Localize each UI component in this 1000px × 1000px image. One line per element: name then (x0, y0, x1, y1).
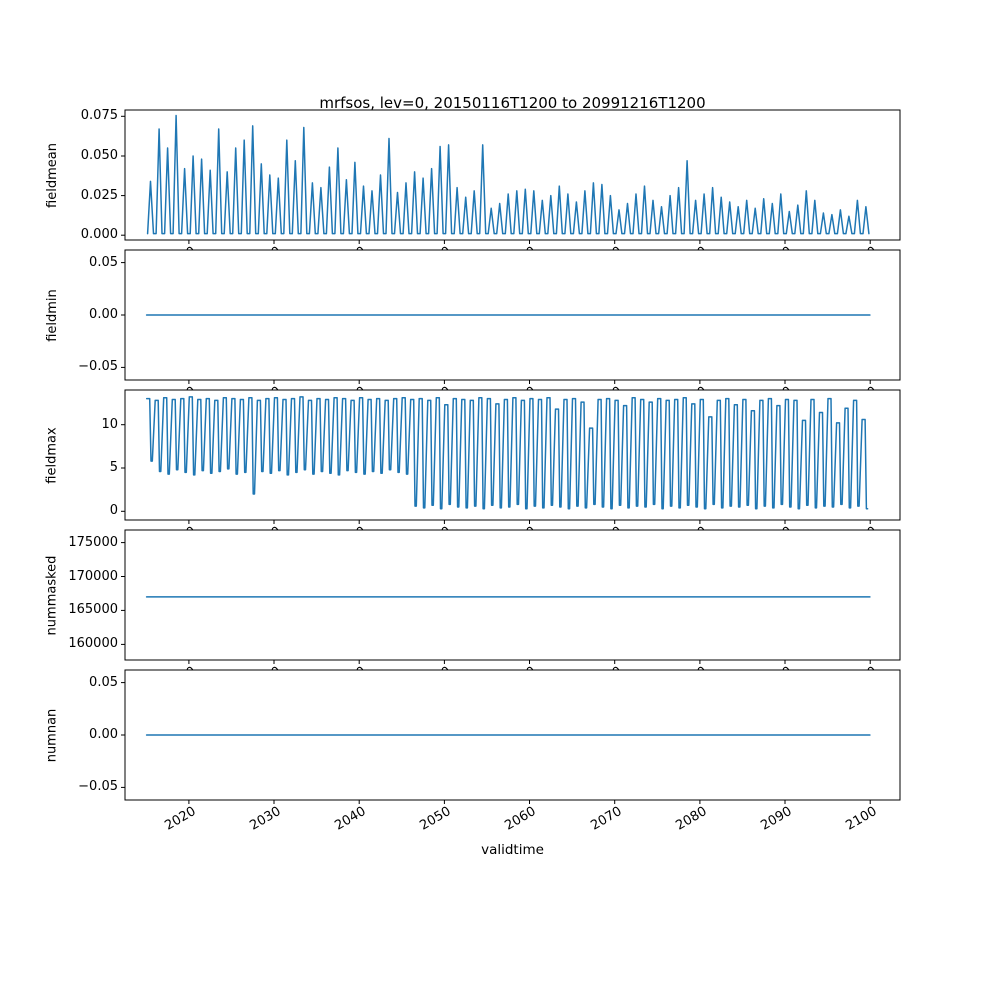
line-chart-svg (121, 389, 901, 524)
axes-frame (124, 669, 901, 801)
subplot-fieldmean: fieldmean 0.0000.0250.0500.0752020203020… (45, 108, 901, 274)
line-chart-svg (121, 669, 901, 804)
axes-frame (124, 249, 901, 381)
y-tick-label: 0.00 (89, 727, 118, 742)
y-tick-label: 160000 (68, 636, 118, 652)
y-tick-label: 175000 (68, 534, 118, 550)
y-tick-label: −0.05 (78, 779, 118, 795)
y-axis-label-wrap: fieldmean (39, 110, 65, 240)
y-tick-label: 0.05 (89, 254, 118, 270)
y-axis-label: fieldmean (44, 142, 60, 208)
subplot-fieldmin: fieldmin −0.050.000.05202020302040205020… (45, 249, 901, 414)
y-axis-label-wrap: fieldmin (39, 250, 65, 380)
chart-title: mrfsos, lev=0, 20150116T1200 to 20991216… (319, 94, 706, 112)
subplot-nummasked: nummasked 160000165000170000175000202020… (45, 529, 901, 694)
x-tick-label: 2090 (758, 804, 795, 834)
x-tick-label: 2030 (247, 804, 284, 834)
y-tick-label: 0.025 (80, 187, 118, 203)
y-axis-label: fieldmax (44, 426, 60, 484)
x-axis-label: validtime (481, 842, 544, 858)
x-tick-label: 2070 (588, 804, 625, 834)
y-axis-label: fieldmin (44, 288, 60, 342)
axes-frame (124, 529, 901, 661)
x-tick-label: 2020 (162, 804, 199, 834)
y-tick-label: −0.05 (78, 359, 118, 375)
x-tick-label: 2040 (332, 804, 369, 834)
y-axis-label: numnan (44, 708, 60, 762)
y-tick-label: 0.000 (80, 227, 118, 243)
x-tick-label: 2050 (417, 804, 454, 834)
data-line (145, 396, 869, 510)
line-chart-svg (121, 529, 901, 664)
x-tick-label: 2060 (502, 804, 540, 834)
y-tick-label: 0.05 (89, 674, 118, 690)
y-axis-label-wrap: fieldmax (39, 390, 65, 520)
axes-frame (124, 389, 901, 521)
line-chart-svg (121, 249, 901, 384)
x-tick-label: 2100 (843, 804, 880, 834)
y-tick-label: 170000 (68, 568, 118, 584)
y-axis-label-wrap: numnan (39, 670, 65, 800)
axes-frame (124, 109, 901, 241)
x-tick-label: 2080 (673, 804, 710, 834)
y-tick-label: 0.00 (89, 307, 118, 322)
y-tick-label: 10 (101, 416, 118, 432)
subplot-numnan: numnan −0.05 0.00 0.05 2020 2030 2040 2050 2060… (45, 669, 901, 834)
y-axis-label-wrap: nummasked (39, 530, 65, 660)
y-tick-label: 0.075 (80, 108, 118, 124)
data-line (146, 114, 870, 235)
line-chart-svg (121, 109, 901, 244)
y-tick-label: 0.050 (80, 147, 118, 163)
y-tick-label: 165000 (68, 602, 118, 618)
y-axis-label: nummasked (44, 555, 60, 635)
subplot-fieldmax: fieldmax 0510202020302040205020602070208… (45, 389, 901, 554)
y-tick-label: 0 (109, 503, 118, 519)
y-tick-label: 5 (109, 460, 118, 475)
